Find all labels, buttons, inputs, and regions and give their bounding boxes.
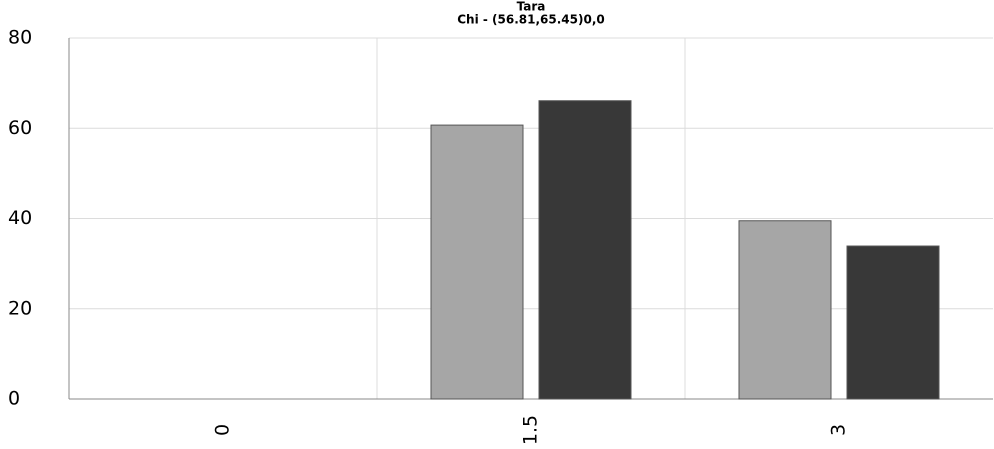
y-tick-label: 60 (8, 117, 32, 139)
chart-subtitle: Chi - (56.81,65.45)0,0 (457, 13, 605, 27)
bar (430, 124, 524, 400)
x-tick-label: 1.5 (520, 415, 542, 445)
x-tick-label: 0 (212, 424, 234, 436)
y-tick-label: 20 (8, 297, 32, 319)
bar (846, 245, 940, 400)
y-tick-label: 0 (8, 388, 20, 410)
y-tick-label: 40 (8, 207, 32, 229)
bar (738, 220, 832, 400)
y-tick-label: 80 (8, 27, 32, 49)
x-tick-label: 3 (828, 424, 850, 436)
bar (538, 100, 632, 400)
chart-title: Tara (517, 0, 546, 14)
